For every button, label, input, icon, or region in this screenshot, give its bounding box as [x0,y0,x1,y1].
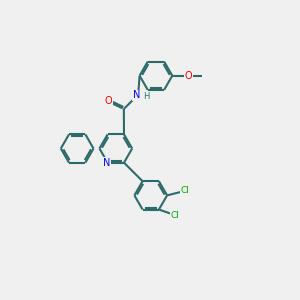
Text: N: N [103,158,110,168]
Text: Cl: Cl [171,211,180,220]
Text: H: H [143,92,149,101]
Text: O: O [185,71,193,81]
Text: N: N [133,90,140,100]
Text: Cl: Cl [181,186,189,195]
Text: O: O [105,96,112,106]
